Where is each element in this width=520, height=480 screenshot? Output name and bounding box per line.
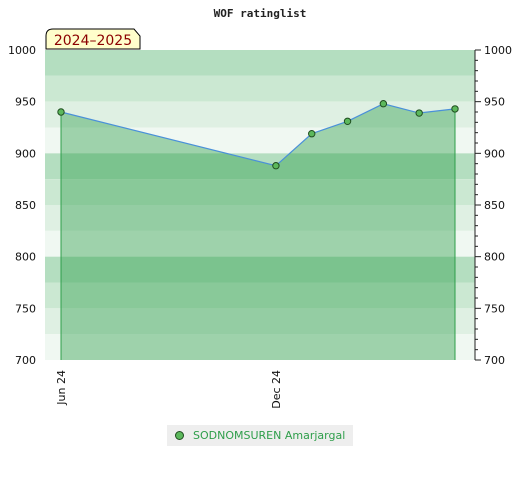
background-band <box>45 308 475 335</box>
y-tick-label-right: 900 <box>484 147 505 160</box>
data-point <box>379 100 388 108</box>
y-tick-label-right: 800 <box>484 251 505 264</box>
legend[interactable]: SODNOMSUREN Amarjargal <box>167 425 354 446</box>
background-band <box>45 230 475 257</box>
y-tick-label-left: 1000 <box>8 44 36 57</box>
background-band <box>45 101 475 128</box>
background-band <box>45 179 475 205</box>
background-band <box>45 75 475 102</box>
x-tick-label: Jun 24 <box>55 370 68 406</box>
background-band <box>45 153 475 180</box>
background-band <box>45 256 475 283</box>
data-point <box>451 105 459 113</box>
background-band <box>45 50 475 76</box>
chart-title: WOF ratinglist <box>214 7 307 20</box>
background-bands <box>45 50 475 360</box>
season-label: 2024–2025 <box>54 33 132 49</box>
y-tick-label-right: 700 <box>484 354 505 367</box>
y-tick-label-left: 950 <box>15 96 36 109</box>
data-point <box>57 108 65 116</box>
y-tick-label-left: 700 <box>15 354 36 367</box>
y-tick-label-left: 850 <box>15 199 36 212</box>
legend-series-label: SODNOMSUREN Amarjargal <box>193 429 346 442</box>
y-tick-label-left: 750 <box>15 302 36 315</box>
x-tick-label: Dec 24 <box>270 370 283 409</box>
y-tick-label-left: 900 <box>15 147 36 160</box>
axes: 700 700 750 750 800 800 850 850 900 900 950 950 1000… <box>8 44 512 409</box>
y-tick-label-right: 850 <box>484 199 505 212</box>
background-band <box>45 282 475 309</box>
y-tick-label-right: 1000 <box>484 44 512 57</box>
background-band <box>45 127 475 154</box>
y-tick-label-left: 800 <box>15 251 36 264</box>
data-point <box>308 130 316 138</box>
points-layer <box>57 100 459 170</box>
y-tick-label-right: 950 <box>484 96 505 109</box>
data-point <box>415 109 423 117</box>
legend-marker-icon <box>175 431 184 440</box>
y-tick-label-right: 750 <box>484 302 505 315</box>
data-point <box>343 117 352 126</box>
series-area <box>61 103 455 360</box>
background-band <box>45 334 475 360</box>
background-band <box>45 205 475 231</box>
data-point <box>272 162 280 170</box>
season-badge: 2024–2025 <box>45 28 141 50</box>
